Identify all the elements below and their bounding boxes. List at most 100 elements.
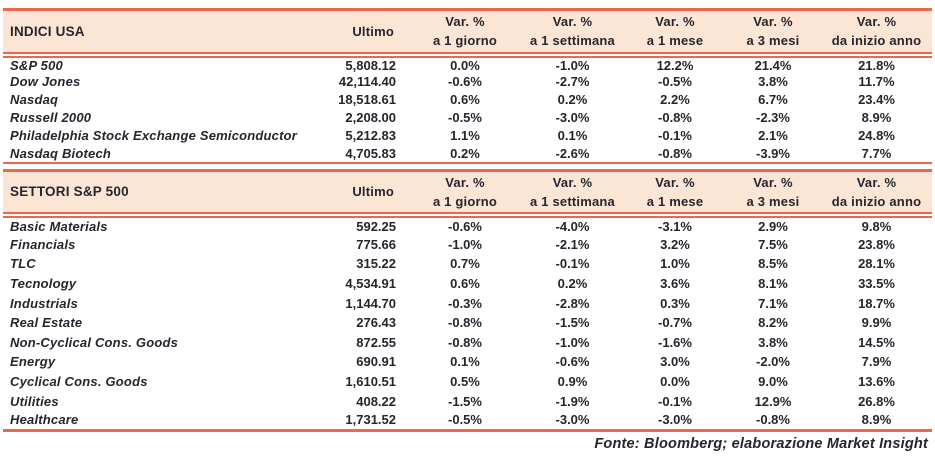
change-percent-cell: 21.8% (858, 57, 895, 73)
change-percent-cell: 0.2% (450, 145, 480, 161)
last-price-cell: 315.22 (356, 256, 396, 272)
change-percent-cell: 7.9% (861, 354, 892, 370)
row-label: TLC (10, 256, 36, 272)
row-label: Russell 2000 (10, 110, 92, 125)
column-header-line2: a 1 mese (646, 33, 704, 49)
change-percent-cell: 0.1% (450, 354, 480, 370)
table-row: Financials 775.66 -1.0% -2.1% 3.2% 7.5% 23.8% (3, 235, 932, 255)
column-header: Var. % a 1 mese (625, 8, 725, 58)
column-header-line1: Var. % (856, 14, 897, 30)
row-label: Tecnology (10, 276, 77, 292)
change-percent-cell: -1.0% (555, 57, 590, 73)
change-percent-cell: 0.0% (450, 57, 480, 73)
change-percent-cell: 12.9% (754, 393, 792, 409)
sp500-sectors-section: SETTORI S&P 500 Ultimo Var. % a 1 giorno Var… (3, 168, 932, 433)
column-header: Var. % a 1 settimana (520, 8, 625, 58)
column-header: Var. % a 3 mesi (725, 8, 821, 58)
change-percent-cell: -0.8% (658, 110, 692, 125)
change-percent-cell: -0.8% (658, 145, 692, 161)
table-row: Cyclical Cons. Goods 1,610.51 0.5% 0.9% 0.0%… (3, 372, 932, 392)
change-percent-cell: -3.0% (555, 110, 590, 125)
section-title: SETTORI S&P 500 (3, 168, 330, 218)
column-header: Var. % a 1 giorno (410, 8, 520, 58)
table-row: Healthcare 1,731.52 -0.5% -3.0% -3.0% -0.8% 8.… (3, 411, 932, 431)
change-percent-cell: 0.6% (450, 276, 480, 292)
change-percent-cell: 3.0% (660, 354, 690, 370)
change-percent-cell: -0.8% (448, 334, 482, 350)
change-percent-cell: 0.3% (660, 295, 690, 311)
change-percent-cell: 13.6% (858, 374, 895, 390)
change-percent-cell: 7.1% (758, 295, 788, 311)
change-percent-cell: -3.0% (555, 412, 590, 428)
change-percent-cell: -0.6% (555, 354, 590, 370)
change-percent-cell: 7.5% (758, 236, 788, 252)
column-header: Var. % a 1 giorno (410, 168, 520, 218)
column-header-line1: Var. % (655, 14, 695, 30)
change-percent-cell: -1.5% (448, 393, 482, 409)
change-percent-cell: -0.6% (448, 74, 482, 89)
change-percent-cell: -0.5% (658, 74, 692, 89)
change-percent-cell: -0.1% (658, 393, 692, 409)
change-percent-cell: -0.1% (555, 256, 590, 272)
change-percent-cell: 3.6% (660, 276, 690, 292)
change-percent-cell: 12.2% (656, 57, 694, 73)
change-percent-cell: 21.4% (754, 57, 792, 73)
row-label: Basic Materials (10, 218, 108, 234)
table-row: Real Estate 276.43 -0.8% -1.5% -0.7% 8.2% 9.9% (3, 313, 932, 333)
change-percent-cell: 28.1% (858, 256, 895, 272)
column-header-line1: Var. % (856, 174, 897, 190)
change-percent-cell: 23.4% (858, 92, 895, 107)
row-label: Financials (10, 236, 76, 252)
change-percent-cell: -1.0% (555, 334, 590, 350)
change-percent-cell: 9.8% (861, 218, 892, 234)
column-header-line2: a 3 mesi (746, 193, 800, 209)
last-price-cell: 5,212.83 (345, 128, 396, 143)
column-header-line2: a 1 settimana (530, 33, 615, 49)
column-header-line1: Var. % (655, 174, 695, 190)
change-percent-cell: -0.5% (448, 412, 482, 428)
table-row: Non-Cyclical Cons. Goods 872.55 -0.8% -1.0%… (3, 333, 932, 353)
change-percent-cell: -3.1% (658, 218, 692, 234)
change-percent-cell: 3.8% (758, 74, 788, 89)
change-percent-cell: 14.5% (858, 334, 895, 350)
table-row: S&P 500 5,808.12 0.0% -1.0% 12.2% 21.4% 21.8% (3, 55, 932, 73)
column-header-line2: da inizio anno (831, 33, 922, 49)
change-percent-cell: 0.0% (660, 374, 690, 390)
change-percent-cell: -1.0% (448, 236, 482, 252)
sp500-sectors-table: SETTORI S&P 500 Ultimo Var. % a 1 giorno Var… (3, 168, 932, 433)
row-label: Energy (10, 354, 56, 370)
change-percent-cell: 2.2% (660, 92, 690, 107)
change-percent-cell: 0.1% (557, 128, 588, 143)
column-header-line2: da inizio anno (831, 193, 922, 209)
change-percent-cell: 33.5% (858, 276, 895, 292)
change-percent-cell: 7.7% (861, 145, 892, 161)
change-percent-cell: -2.0% (756, 354, 790, 370)
last-price-cell: 1,144.70 (345, 295, 396, 311)
column-header-line1: Var. % (445, 174, 485, 190)
change-percent-cell: -3.9% (756, 145, 790, 161)
change-percent-cell: 2.1% (758, 128, 788, 143)
table-row: Industrials 1,144.70 -0.3% -2.8% 0.3% 7.1% 18.… (3, 293, 932, 313)
change-percent-cell: -0.8% (448, 315, 482, 331)
change-percent-cell: 8.5% (758, 256, 788, 272)
change-percent-cell: 2.9% (758, 218, 788, 234)
change-percent-cell: 8.1% (758, 276, 788, 292)
row-label: Utilities (10, 393, 59, 409)
row-label: Philadelphia Stock Exchange Semiconducto… (10, 128, 298, 143)
last-price-cell: 4,534.91 (345, 276, 396, 292)
table-row: Nasdaq Biotech 4,705.83 0.2% -2.6% -0.8% -3.9… (3, 145, 932, 163)
last-price-cell: 18,518.61 (338, 92, 396, 107)
change-percent-cell: -0.5% (448, 110, 482, 125)
change-percent-cell: -3.0% (658, 412, 692, 428)
change-percent-cell: 11.7% (858, 74, 895, 89)
change-percent-cell: 3.8% (758, 334, 788, 350)
change-percent-cell: 24.8% (858, 128, 895, 143)
row-label: Nasdaq (10, 92, 59, 107)
row-label: Nasdaq Biotech (10, 145, 112, 161)
change-percent-cell: -2.3% (756, 110, 790, 125)
section-title: INDICI USA (3, 8, 330, 58)
change-percent-cell: -2.7% (555, 74, 590, 89)
row-label: Cyclical Cons. Goods (10, 374, 148, 390)
column-header-line1: Var. % (552, 174, 593, 190)
column-header: Ultimo (330, 168, 410, 218)
